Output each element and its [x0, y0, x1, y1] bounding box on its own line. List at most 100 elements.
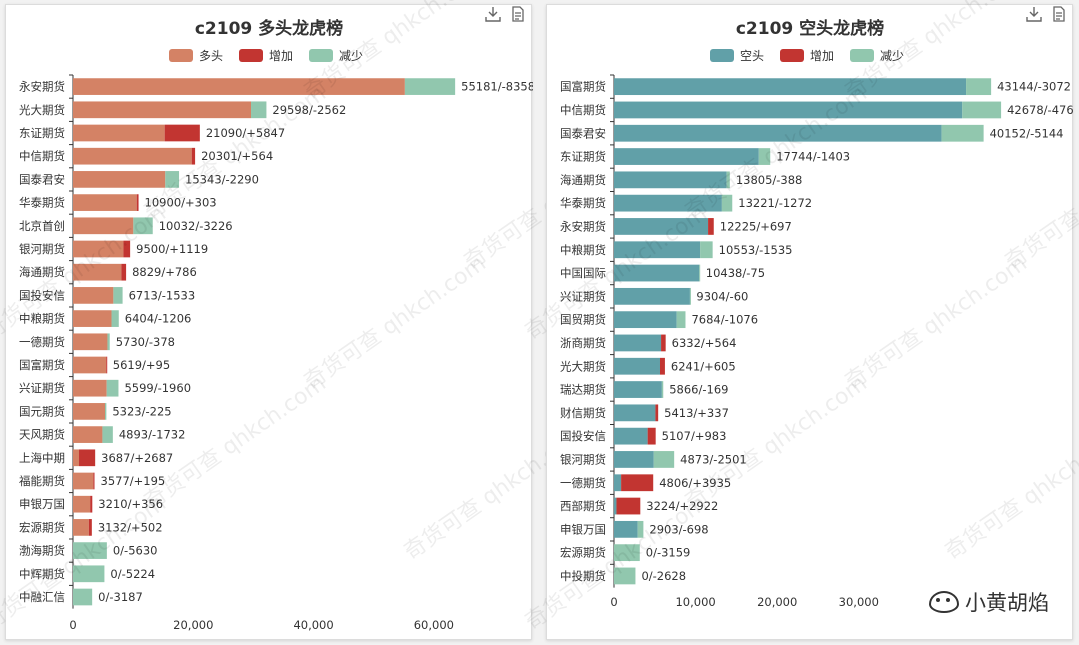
increase-bar[interactable] — [88, 519, 92, 536]
holding-bar[interactable] — [614, 404, 656, 422]
holding-bar[interactable] — [73, 78, 405, 95]
increase-bar[interactable] — [655, 404, 659, 422]
legend-swatch[interactable] — [169, 49, 193, 62]
holding-bar[interactable] — [73, 124, 165, 142]
increase-bar[interactable] — [661, 334, 666, 352]
holding-bar[interactable] — [73, 403, 106, 420]
holding-bar[interactable] — [614, 357, 660, 375]
decrease-bar[interactable] — [614, 567, 636, 585]
increase-bar[interactable] — [616, 497, 641, 515]
increase-bar[interactable] — [621, 474, 654, 492]
holding-bar[interactable] — [614, 520, 638, 538]
legend-swatch[interactable] — [850, 49, 874, 62]
increase-bar[interactable] — [121, 263, 127, 281]
increase-bar[interactable] — [164, 124, 200, 142]
holding-bar[interactable] — [614, 427, 648, 445]
holding-bar[interactable] — [614, 194, 722, 212]
holding-bar[interactable] — [73, 147, 192, 165]
decrease-bar[interactable] — [661, 381, 664, 398]
holding-bar[interactable] — [614, 218, 709, 235]
increase-bar[interactable] — [191, 147, 196, 165]
decrease-bar[interactable] — [73, 565, 105, 583]
holding-bar[interactable] — [73, 449, 80, 467]
decrease-bar[interactable] — [653, 451, 675, 468]
legend-swatch[interactable] — [239, 49, 263, 62]
increase-bar[interactable] — [90, 495, 93, 513]
holding-bar[interactable] — [614, 264, 700, 282]
decrease-bar[interactable] — [111, 310, 119, 327]
legend-swatch[interactable] — [309, 49, 333, 62]
holding-bar[interactable] — [73, 426, 103, 443]
decrease-bar[interactable] — [962, 101, 1002, 119]
decrease-bar[interactable] — [966, 78, 992, 96]
decrease-bar[interactable] — [699, 264, 701, 282]
holding-bar[interactable] — [614, 148, 759, 165]
decrease-bar[interactable] — [721, 194, 733, 212]
holding-bar[interactable] — [614, 311, 677, 329]
decrease-bar[interactable] — [102, 426, 113, 443]
holding-bar[interactable] — [614, 241, 701, 259]
holding-bar[interactable] — [614, 497, 617, 515]
decrease-bar[interactable] — [637, 520, 644, 538]
decrease-bar[interactable] — [251, 101, 267, 119]
holding-bar[interactable] — [614, 101, 963, 119]
download-icon[interactable] — [484, 5, 502, 23]
holding-bar[interactable] — [614, 124, 942, 142]
decrease-bar[interactable] — [105, 403, 107, 420]
increase-bar[interactable] — [79, 449, 96, 467]
legend-label[interactable]: 空头 — [740, 49, 764, 63]
decrease-bar[interactable] — [133, 217, 153, 235]
increase-bar[interactable] — [106, 356, 108, 374]
decrease-bar[interactable] — [106, 379, 119, 397]
holding-bar[interactable] — [614, 78, 967, 96]
holding-bar[interactable] — [73, 263, 122, 281]
increase-bar[interactable] — [659, 357, 665, 375]
holding-bar[interactable] — [73, 310, 112, 327]
holding-bar[interactable] — [614, 474, 622, 492]
holding-bar[interactable] — [73, 101, 252, 119]
legend-label[interactable]: 减少 — [339, 49, 363, 63]
holding-bar[interactable] — [73, 472, 94, 490]
legend-swatch[interactable] — [780, 49, 804, 62]
decrease-bar[interactable] — [165, 171, 180, 188]
decrease-bar[interactable] — [107, 333, 110, 351]
holding-bar[interactable] — [73, 287, 114, 304]
holding-bar[interactable] — [614, 171, 727, 189]
holding-bar[interactable] — [73, 217, 134, 235]
holding-bar[interactable] — [614, 381, 662, 398]
increase-bar[interactable] — [647, 427, 656, 445]
decrease-bar[interactable] — [726, 171, 730, 189]
decrease-bar[interactable] — [113, 287, 123, 304]
holding-bar[interactable] — [73, 171, 166, 188]
holding-bar[interactable] — [614, 287, 690, 305]
holding-bar[interactable] — [73, 379, 107, 397]
holding-bar[interactable] — [614, 334, 662, 352]
decrease-bar[interactable] — [758, 148, 771, 165]
increase-bar[interactable] — [123, 240, 131, 258]
legend-swatch[interactable] — [710, 49, 734, 62]
decrease-bar[interactable] — [73, 542, 107, 559]
decrease-bar[interactable] — [676, 311, 686, 329]
legend-label[interactable]: 减少 — [880, 49, 904, 63]
legend-label[interactable]: 多头 — [199, 49, 223, 63]
decrease-bar[interactable] — [700, 241, 713, 259]
legend-label[interactable]: 增加 — [810, 49, 834, 63]
decrease-bar[interactable] — [73, 588, 93, 606]
data-view-icon[interactable] — [509, 5, 527, 23]
holding-bar[interactable] — [73, 333, 108, 351]
holding-bar[interactable] — [73, 495, 91, 513]
decrease-bar[interactable] — [689, 287, 691, 305]
data-view-icon[interactable] — [1050, 5, 1068, 23]
holding-bar[interactable] — [73, 519, 89, 536]
holding-bar[interactable] — [73, 356, 107, 374]
download-icon[interactable] — [1025, 5, 1043, 23]
decrease-bar[interactable] — [941, 124, 984, 142]
decrease-bar[interactable] — [404, 78, 456, 95]
holding-bar[interactable] — [614, 451, 654, 468]
decrease-bar[interactable] — [614, 544, 640, 562]
legend-label[interactable]: 增加 — [269, 49, 293, 63]
holding-bar[interactable] — [73, 240, 124, 258]
increase-bar[interactable] — [93, 472, 95, 490]
holding-bar[interactable] — [73, 194, 137, 211]
increase-bar[interactable] — [136, 194, 139, 211]
